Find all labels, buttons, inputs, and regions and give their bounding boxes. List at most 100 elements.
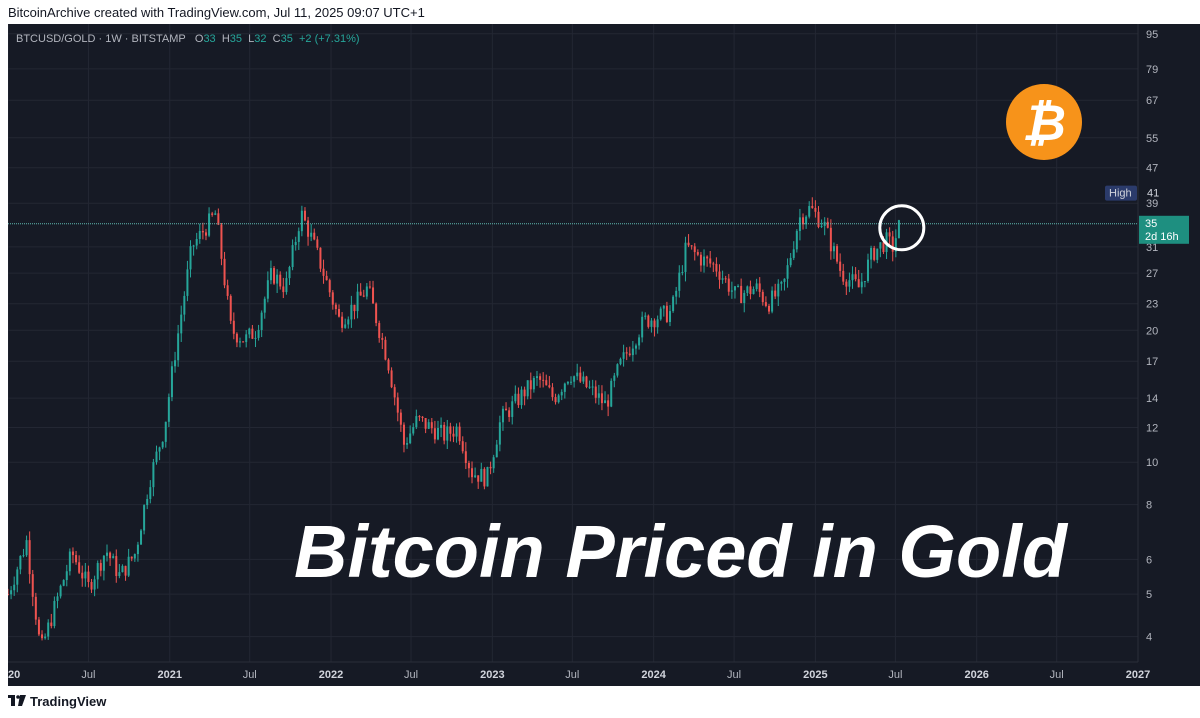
tradingview-logo-icon[interactable] [8,695,26,707]
candle-body [112,556,115,559]
candle-body [619,358,622,365]
candle-body [421,416,424,418]
candle-body [248,328,251,335]
candle-body [650,320,653,327]
open-label: O [194,33,204,45]
candle-body [641,316,644,338]
candle-body [269,268,272,281]
candle-body [792,249,795,258]
symbol-legend[interactable]: BTCUSD/GOLD · 1W · BITSTAMP O33 H35 L32 … [16,33,360,45]
candle-body [798,217,801,231]
candle-body [579,372,582,382]
candle-body [628,353,631,356]
candle-body [99,563,102,571]
candle-body [897,220,900,239]
candle-body [517,393,520,406]
candle-body [446,426,449,441]
candle-body [752,289,755,295]
symbol-info[interactable]: BTCUSD/GOLD · 1W · BITSTAMP [16,33,186,45]
candle-body [251,328,254,339]
price-axis[interactable]: 4 5 6 8 10 12 14 17 20 23 27 31 39 47 55 67 79 95 [1146,29,1158,644]
candle-body [127,556,130,576]
candle-body [836,246,839,262]
candle-body [334,304,337,310]
candle-body [724,278,727,280]
candle-body [313,232,316,240]
low-value: 32 [254,33,267,45]
candle-body [557,395,560,403]
candle-body [591,386,594,388]
candle-body [105,552,108,556]
candle-body [693,246,696,253]
candle-body [863,281,866,283]
candle-body [505,408,508,411]
time-tick-label: 2026 [964,669,988,681]
price-tick-label: 79 [1146,64,1158,76]
time-tick-label: 2025 [803,669,827,681]
candle-body [399,412,402,425]
candle-body [471,468,474,478]
candle-body [192,245,195,247]
candle-body [136,544,139,555]
candle-body [8,594,10,596]
candle-body [706,256,709,259]
candle-body [607,400,610,407]
candle-body [814,207,817,212]
time-tick-label: 2024 [641,669,666,681]
candle-body [811,206,814,208]
candle-body [545,380,548,386]
candle-body [665,305,668,322]
high-tag-label: High [1109,188,1132,200]
candle-body [316,239,319,248]
headline-text: Bitcoin Priced in Gold [294,510,1069,593]
candle-body [566,381,569,384]
candle-body [594,386,597,398]
candle-body [303,210,306,221]
candle-body [22,555,25,557]
candle-body [560,391,563,396]
candle-body [647,315,650,327]
candle-body [201,230,204,233]
candle-body [644,315,647,317]
candle-body [322,268,325,276]
candle-body [486,466,489,487]
candle-body [10,590,13,595]
candle-body [75,555,78,563]
candle-body [282,286,285,293]
candle-body [47,622,50,637]
candle-body [291,245,294,268]
candle-body [41,634,44,639]
candle-body [13,584,16,591]
candle-body [523,389,526,397]
candle-body [492,457,495,469]
tradingview-brand[interactable]: TradingView [30,694,107,709]
candle-body [600,393,603,404]
candle-body [467,463,470,469]
candle-body [195,238,198,246]
candle-body [733,286,736,291]
candle-body [659,308,662,320]
candle-body [501,408,504,423]
time-tick-label: Jul [727,669,741,681]
candle-body [50,622,53,627]
candle-body [257,329,260,338]
price-tick-label: 55 [1146,133,1158,145]
candle-body [226,285,229,296]
candle-body [102,555,105,571]
time-axis[interactable]: 2020 Jul 2021 Jul 2022 Jul 2023 Jul 2024 Jul 2025 J… [8,669,1150,681]
candle-body [616,364,619,376]
candle-body [350,304,353,320]
candle-body [879,242,882,249]
candle-body [158,447,161,452]
price-tick-label: 14 [1146,393,1158,405]
candle-body [854,274,857,280]
candle-body [604,400,607,404]
candle-body [675,290,678,297]
candle-body [678,272,681,291]
low-label: L [248,33,255,45]
candle-body [378,323,381,338]
candle-body [461,441,464,452]
candle-body [771,290,774,312]
